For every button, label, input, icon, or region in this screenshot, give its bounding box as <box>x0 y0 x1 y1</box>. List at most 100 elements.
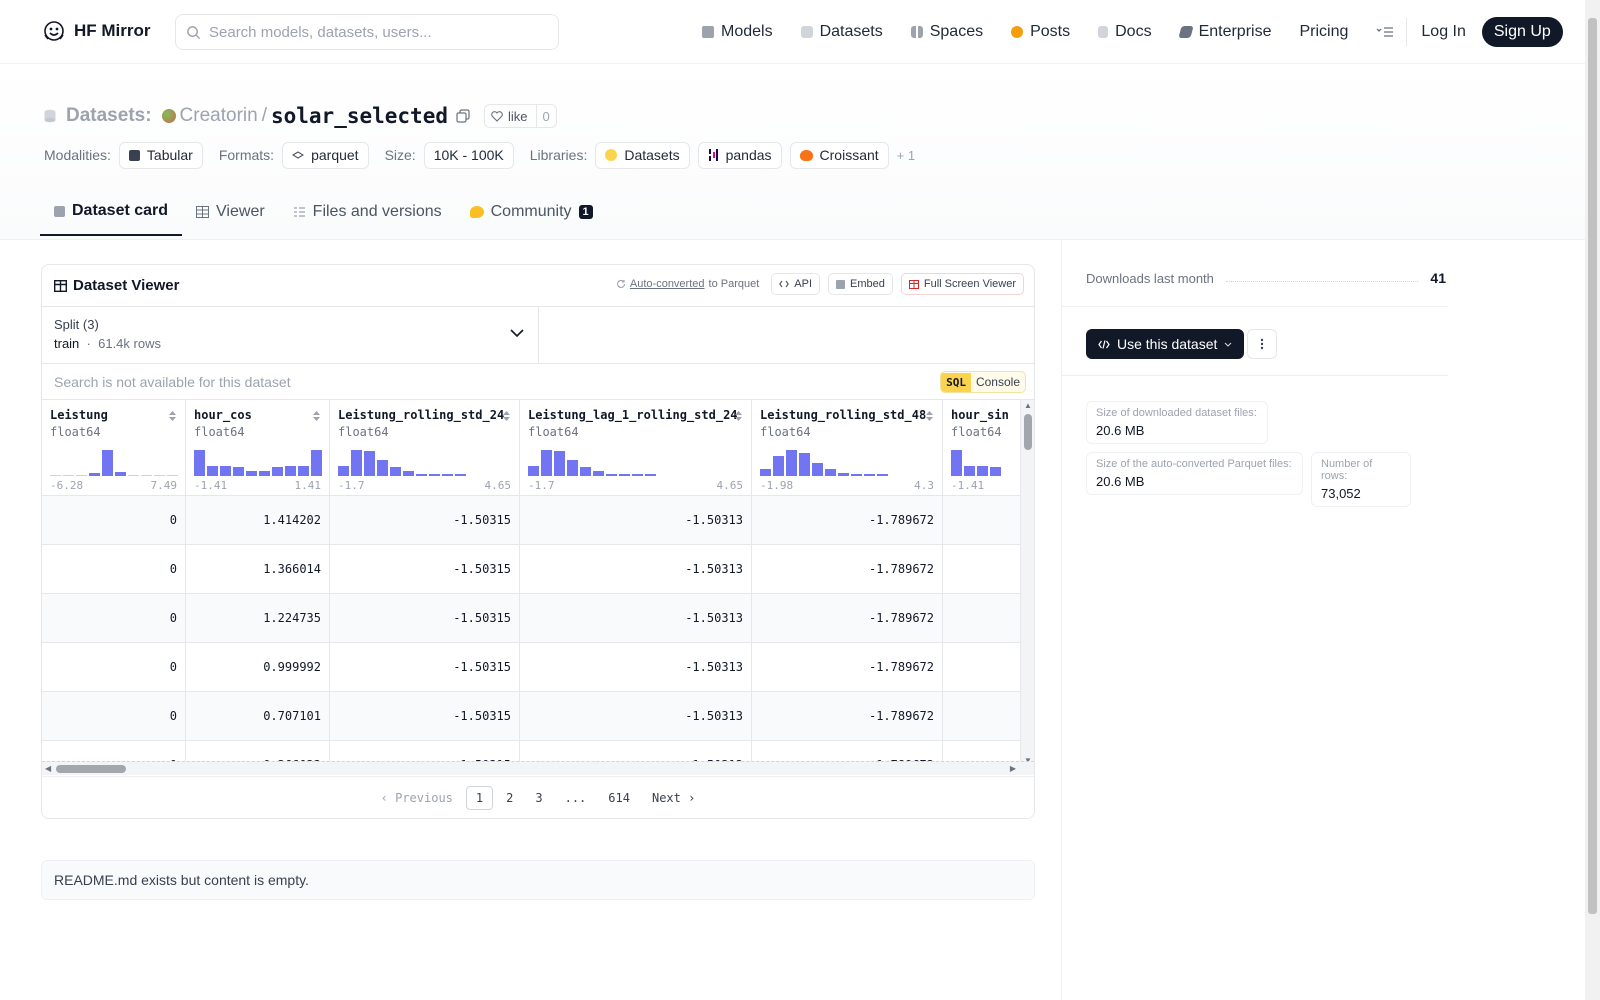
more-libraries[interactable]: + 1 <box>896 147 916 163</box>
table-cell[interactable]: 0 <box>42 692 186 740</box>
histogram-bar[interactable] <box>311 450 322 476</box>
table-vertical-scrollbar[interactable]: ▲ ▼ <box>1020 400 1034 767</box>
histogram-bar[interactable] <box>63 475 74 476</box>
like-toggle[interactable]: like <box>485 105 537 127</box>
column-header[interactable]: Leistung_lag_1_rolling_std_24 float64 -1.7… <box>520 400 752 495</box>
nav-spaces[interactable]: Spaces <box>910 23 983 41</box>
table-row[interactable]: 0 0.707101 -1.50315 -1.50313 -1.789672 <box>42 692 1033 741</box>
nav-more[interactable] <box>1376 25 1394 39</box>
histogram-bar[interactable] <box>128 475 139 476</box>
histogram-bar[interactable] <box>272 467 283 476</box>
page-last[interactable]: 614 <box>608 790 630 805</box>
nav-docs[interactable]: Docs <box>1098 23 1152 41</box>
table-row[interactable]: 0 1.414202 -1.50315 -1.50313 -1.789672 <box>42 496 1033 545</box>
histogram-bar[interactable] <box>760 469 771 476</box>
histogram-bar[interactable] <box>877 474 888 476</box>
site-logo[interactable]: HF Mirror <box>42 19 151 43</box>
histogram-bar[interactable] <box>154 475 165 476</box>
tag-pandas[interactable]: pandas <box>697 141 782 169</box>
histogram-bar[interactable] <box>50 475 61 476</box>
histogram-bar[interactable] <box>338 466 349 476</box>
nav-pricing[interactable]: Pricing <box>1299 23 1348 41</box>
table-cell[interactable]: 0 <box>42 643 186 691</box>
histogram-bar[interactable] <box>167 475 178 476</box>
tab-community[interactable]: Community 1 <box>456 192 607 232</box>
table-cell[interactable]: 0.707101 <box>186 692 330 740</box>
histogram-bar[interactable] <box>825 469 836 476</box>
table-cell[interactable]: -1.50315 <box>330 545 520 593</box>
histogram-bar[interactable] <box>645 474 656 476</box>
histogram-bar[interactable] <box>951 450 962 476</box>
histogram-bar[interactable] <box>403 471 414 476</box>
histogram-bar[interactable] <box>838 473 849 476</box>
table-cell[interactable]: 1.414202 <box>186 496 330 544</box>
histogram-bar[interactable] <box>799 453 810 476</box>
histogram-bar[interactable] <box>442 474 453 476</box>
table-cell[interactable]: 1.224735 <box>186 594 330 642</box>
table-cell[interactable]: -1.789672 <box>752 496 943 544</box>
table-cell[interactable]: -1.50313 <box>520 496 752 544</box>
full-screen-button[interactable]: Full Screen Viewer <box>900 273 1024 295</box>
table-cell[interactable]: 0 <box>42 545 186 593</box>
search-input[interactable] <box>209 23 539 41</box>
scroll-right-icon[interactable]: ▶ <box>1009 764 1016 773</box>
table-cell[interactable]: -1.50313 <box>520 594 752 642</box>
histogram-bar[interactable] <box>567 460 578 476</box>
nav-posts[interactable]: Posts <box>1011 23 1070 41</box>
histogram-bar[interactable] <box>455 474 466 476</box>
histogram-bar[interactable] <box>851 474 862 476</box>
like-button[interactable]: like 0 <box>484 104 557 128</box>
next-page-button[interactable]: Next › <box>651 790 696 805</box>
sort-icon[interactable] <box>925 410 934 422</box>
table-row[interactable]: 0 1.366014 -1.50315 -1.50313 -1.789672 <box>42 545 1033 594</box>
scroll-left-icon[interactable]: ◀ <box>45 764 52 773</box>
histogram-bar[interactable] <box>233 467 244 476</box>
histogram-bar[interactable] <box>977 466 988 476</box>
more-options-button[interactable] <box>1247 329 1277 359</box>
scroll-thumb[interactable] <box>1024 414 1032 450</box>
repo-name[interactable]: solar_selected <box>270 104 448 128</box>
nav-models[interactable]: Models <box>702 23 773 41</box>
table-cell[interactable]: -1.789672 <box>752 545 943 593</box>
tab-dataset-card[interactable]: Dataset card <box>40 192 183 236</box>
histogram-bar[interactable] <box>416 474 427 476</box>
sort-icon[interactable] <box>734 410 743 422</box>
table-cell[interactable]: -1.50313 <box>520 545 752 593</box>
table-cell[interactable]: -1.789672 <box>752 692 943 740</box>
histogram-bar[interactable] <box>141 475 152 476</box>
histogram-bar[interactable] <box>619 474 630 476</box>
histogram-bar[interactable] <box>298 466 309 476</box>
histogram-bar[interactable] <box>285 466 296 476</box>
tag-parquet[interactable]: parquet <box>282 141 369 169</box>
table-horizontal-scrollbar[interactable]: ◀ ▶ <box>42 761 1034 775</box>
tab-viewer[interactable]: Viewer <box>182 192 279 232</box>
histogram-bar[interactable] <box>554 451 565 476</box>
histogram-bar[interactable] <box>246 471 257 476</box>
histogram-bar[interactable] <box>864 474 875 476</box>
histogram-bar[interactable] <box>351 450 362 476</box>
histogram-bar[interactable] <box>390 467 401 476</box>
copy-icon[interactable] <box>456 109 470 123</box>
sql-console-button[interactable]: SQL Console <box>940 371 1026 393</box>
histogram-bar[interactable] <box>528 466 539 476</box>
histogram-bar[interactable] <box>207 466 218 476</box>
like-count[interactable]: 0 <box>542 108 550 124</box>
embed-button[interactable]: Embed <box>828 273 893 295</box>
table-cell[interactable]: 1.366014 <box>186 545 330 593</box>
table-cell[interactable]: -1.50315 <box>330 594 520 642</box>
table-row[interactable]: 0 0.999992 -1.50315 -1.50313 -1.789672 <box>42 643 1033 692</box>
histogram-bar[interactable] <box>964 466 975 476</box>
column-header[interactable]: Leistung_rolling_std_24 float64 -1.7 4.65 <box>330 400 520 495</box>
sort-icon[interactable] <box>502 410 511 422</box>
histogram-bar[interactable] <box>786 450 797 476</box>
histogram-bar[interactable] <box>812 463 823 476</box>
histogram-bar[interactable] <box>990 467 1001 476</box>
table-cell[interactable]: -1.50315 <box>330 643 520 691</box>
tab-files[interactable]: Files and versions <box>279 192 456 232</box>
global-search[interactable] <box>175 14 559 50</box>
page-2[interactable]: 2 <box>506 790 514 805</box>
sort-icon[interactable] <box>168 410 177 422</box>
nav-datasets[interactable]: Datasets <box>800 23 883 41</box>
histogram-bar[interactable] <box>429 474 440 476</box>
previous-page-button[interactable]: ‹ Previous <box>380 790 453 805</box>
